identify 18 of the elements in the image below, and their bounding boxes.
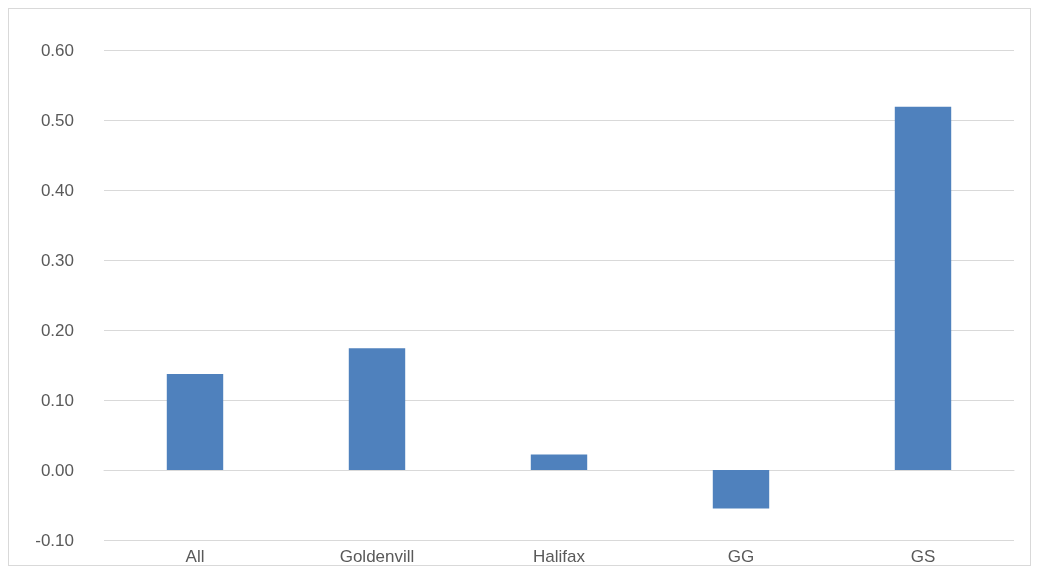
x-tick-label: GG bbox=[727, 547, 755, 566]
y-tick-label: 0.00 bbox=[40, 460, 74, 480]
x-tick-label: Halifax bbox=[533, 547, 586, 566]
y-tick-label: 0.60 bbox=[40, 40, 74, 60]
y-tick-label: -0.10 bbox=[35, 530, 74, 550]
bar bbox=[894, 106, 952, 470]
bar bbox=[530, 454, 588, 470]
bar bbox=[712, 470, 770, 509]
x-tick-label: Goldenvill bbox=[339, 547, 415, 566]
y-tick-label: 0.30 bbox=[40, 250, 74, 270]
bar bbox=[348, 348, 406, 470]
y-tick-label: 0.20 bbox=[40, 320, 74, 340]
y-tick-label: 0.40 bbox=[40, 180, 74, 200]
y-tick-label: 0.50 bbox=[40, 110, 74, 130]
x-tick-label: GS bbox=[910, 547, 936, 566]
x-tick-label: All bbox=[185, 547, 205, 566]
y-tick-label: 0.10 bbox=[40, 390, 74, 410]
bar bbox=[166, 374, 224, 470]
